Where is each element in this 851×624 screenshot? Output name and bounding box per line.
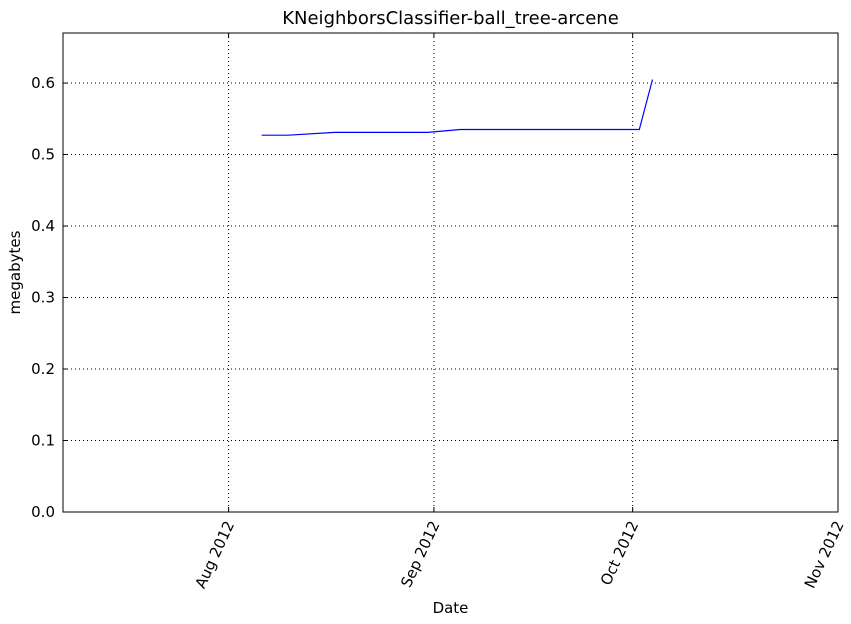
y-axis-label: megabytes [6,230,24,314]
y-tick-label: 0.2 [31,360,55,378]
axis-ticks: 0.0 0.1 0.2 0.3 0.4 0.5 0.6 Aug 2012 Sep 2012 Oct… [31,33,848,591]
x-tick-label: Nov 2012 [801,518,848,591]
y-tick-label: 0.5 [31,146,55,164]
y-tick-label: 0.4 [31,217,55,235]
chart-title: KNeighborsClassifier-ball_tree-arcene [282,8,619,29]
series-layer [261,79,654,136]
series-line [261,79,654,136]
y-tick-label: 0.3 [31,289,55,307]
y-tick-label: 0.1 [31,432,55,450]
y-tick-label: 0.6 [31,74,55,92]
grid-lines [63,33,839,513]
x-tick-label: Sep 2012 [397,518,443,590]
x-axis-label: Date [433,599,469,617]
plot-area [62,32,839,513]
y-tick-label: 0.0 [31,503,55,521]
x-tick-label: Oct 2012 [597,518,642,588]
x-tick-label: Aug 2012 [191,518,238,591]
